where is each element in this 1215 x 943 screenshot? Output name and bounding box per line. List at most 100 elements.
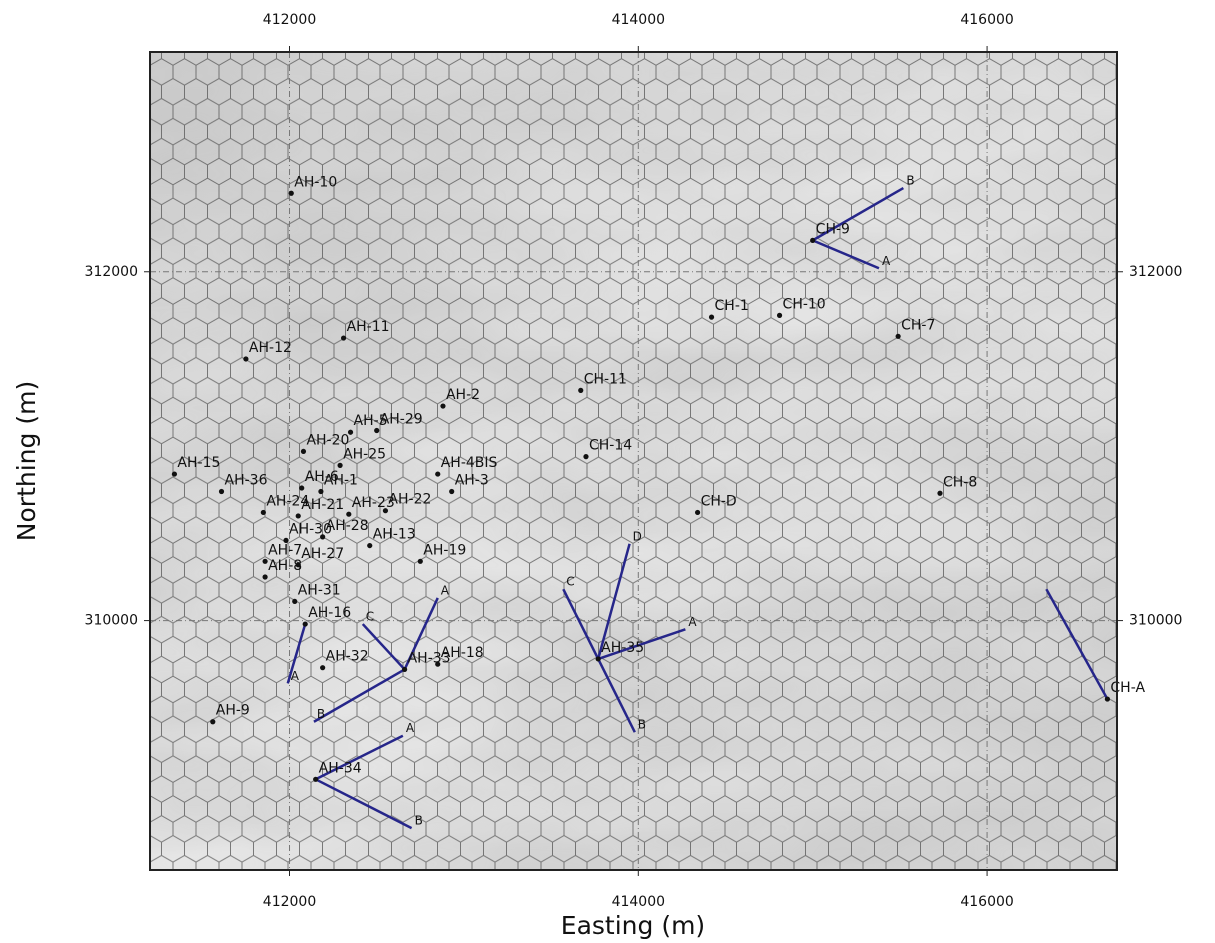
x-tick-label: 414000	[612, 12, 665, 28]
well	[435, 662, 440, 667]
well	[583, 454, 588, 459]
well	[318, 489, 323, 494]
section-end-label: A	[406, 721, 415, 735]
well	[313, 777, 318, 782]
well	[301, 449, 306, 454]
well	[172, 471, 177, 476]
well-label: AH-36	[225, 473, 268, 489]
well-label: AH-23	[352, 495, 395, 511]
well-label: AH-18	[441, 645, 484, 661]
well	[937, 491, 942, 496]
well-label: AH-29	[380, 411, 423, 427]
well-label: CH-8	[943, 474, 977, 490]
well-label: AH-4BIS	[441, 455, 498, 471]
well	[810, 238, 815, 243]
section-end-label: A	[291, 669, 300, 683]
well-label: CH-D	[701, 493, 737, 509]
well-label: AH-34	[319, 760, 362, 776]
well	[320, 665, 325, 670]
x-axis-label: Easting (m)	[561, 911, 705, 940]
well-label: AH-10	[294, 174, 337, 190]
section-end-label: A	[441, 583, 450, 597]
well-label: CH-9	[816, 221, 850, 237]
well	[341, 335, 346, 340]
well	[367, 543, 372, 548]
well-label: CH-A	[1110, 680, 1145, 696]
section-end-label: A	[882, 254, 891, 268]
section-end-label: D	[633, 529, 642, 543]
well	[299, 485, 304, 490]
well-label: AH-3	[455, 473, 489, 489]
section-end-label: B	[906, 174, 914, 188]
well	[262, 559, 267, 564]
well	[449, 489, 454, 494]
well-label: AH-31	[298, 582, 341, 598]
page: {"chart_data": {"type": "map", "xlabel":…	[0, 0, 1215, 943]
well	[896, 334, 901, 339]
well-label: AH-8	[268, 558, 302, 574]
well	[418, 559, 423, 564]
well-label: AH-12	[249, 340, 292, 356]
x-tick-label: 416000	[960, 894, 1013, 910]
well-label: CH-7	[901, 317, 935, 333]
well	[320, 534, 325, 539]
well-label: AH-2	[446, 387, 480, 403]
well-label: CH-14	[589, 438, 632, 454]
y-tick-label: 310000	[1129, 613, 1182, 629]
section-end-label: C	[566, 575, 574, 589]
y-axis-label: Northing (m)	[12, 381, 41, 541]
well-label: CH-11	[584, 371, 627, 387]
well	[262, 574, 267, 579]
well-label: AH-11	[347, 319, 390, 335]
section-end-label: B	[638, 718, 646, 732]
map: ABCAABABCDABAH-10AH-11AH-12AH-2AH-5AH-29…	[0, 0, 1215, 943]
well-label: AH-32	[326, 649, 369, 665]
well	[777, 313, 782, 318]
well	[578, 388, 583, 393]
well	[596, 656, 601, 661]
well	[709, 315, 714, 320]
well-label: AH-25	[343, 446, 386, 462]
well	[303, 621, 308, 626]
well-label: CH-1	[715, 298, 749, 314]
well	[435, 471, 440, 476]
section-end-label: B	[317, 707, 325, 721]
well	[243, 356, 248, 361]
x-tick-label: 414000	[612, 894, 665, 910]
y-tick-label: 310000	[85, 613, 138, 629]
well	[261, 510, 266, 515]
x-tick-label: 412000	[263, 894, 316, 910]
well-label: AH-16	[308, 605, 351, 621]
well-label: AH-28	[326, 518, 369, 534]
well	[292, 599, 297, 604]
x-tick-label: 416000	[960, 12, 1013, 28]
section-end-label: A	[688, 615, 697, 629]
well-label: AH-35	[601, 640, 644, 656]
well	[219, 489, 224, 494]
well	[402, 667, 407, 672]
x-tick-label: 412000	[263, 12, 316, 28]
well-label: AH-7	[268, 542, 302, 558]
well	[374, 428, 379, 433]
well-label: AH-15	[177, 455, 220, 471]
well-label: AH-21	[301, 497, 344, 513]
well-label: AH-1	[324, 473, 358, 489]
well	[440, 403, 445, 408]
well	[289, 191, 294, 196]
well-label: AH-19	[423, 542, 466, 558]
well	[346, 512, 351, 517]
section-end-label: C	[366, 610, 374, 624]
well-label: AH-22	[388, 492, 431, 508]
well-label: CH-10	[783, 296, 826, 312]
well-label: AH-27	[301, 546, 344, 562]
well	[337, 463, 342, 468]
well	[210, 719, 215, 724]
well-label: AH-9	[216, 703, 250, 719]
well	[296, 513, 301, 518]
y-tick-label: 312000	[1129, 264, 1182, 280]
well-label: AH-13	[373, 527, 416, 543]
section-end-label: B	[415, 814, 423, 828]
y-tick-label: 312000	[85, 264, 138, 280]
well	[1105, 696, 1110, 701]
well	[695, 510, 700, 515]
